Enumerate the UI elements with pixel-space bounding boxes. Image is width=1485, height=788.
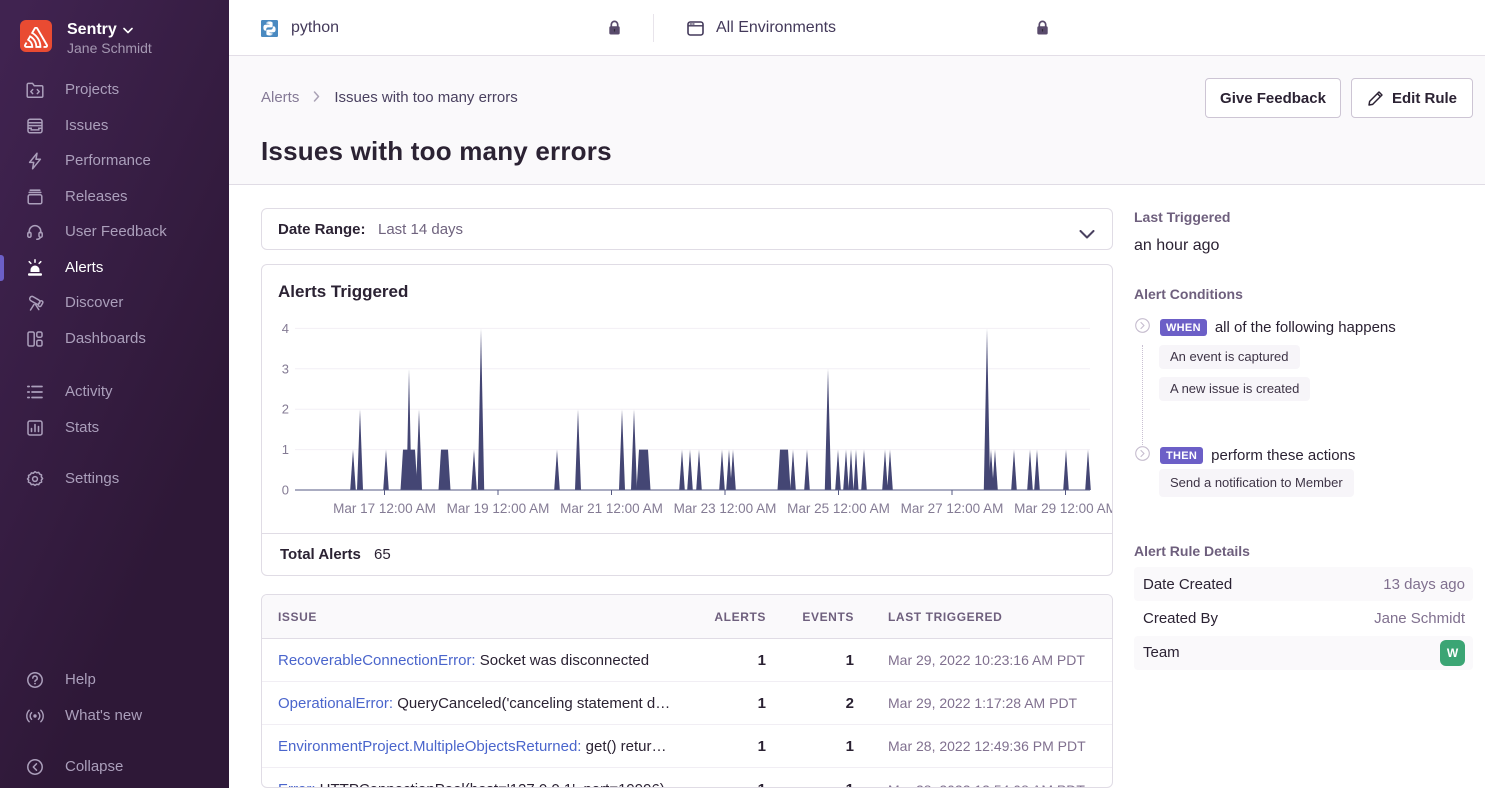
svg-text:1: 1 — [282, 442, 289, 457]
svg-text:Mar 27 12:00 AM: Mar 27 12:00 AM — [901, 501, 1004, 516]
svg-text:Mar 29 12:00 AM: Mar 29 12:00 AM — [1014, 501, 1112, 516]
svg-text:3: 3 — [282, 361, 289, 376]
svg-text:4: 4 — [282, 321, 289, 336]
svg-text:Mar 17 12:00 AM: Mar 17 12:00 AM — [333, 501, 436, 516]
svg-text:Mar 23 12:00 AM: Mar 23 12:00 AM — [674, 501, 777, 516]
svg-text:0: 0 — [282, 483, 289, 498]
svg-text:Mar 25 12:00 AM: Mar 25 12:00 AM — [787, 501, 890, 516]
svg-text:Mar 21 12:00 AM: Mar 21 12:00 AM — [560, 501, 663, 516]
svg-text:2: 2 — [282, 402, 289, 417]
svg-text:Mar 19 12:00 AM: Mar 19 12:00 AM — [447, 501, 550, 516]
